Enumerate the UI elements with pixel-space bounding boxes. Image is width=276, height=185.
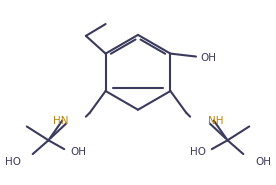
- Text: OH: OH: [255, 157, 271, 167]
- Text: HO: HO: [5, 157, 21, 167]
- Text: NH: NH: [208, 116, 223, 126]
- Text: OH: OH: [70, 147, 86, 157]
- Text: HO: HO: [190, 147, 206, 157]
- Text: OH: OH: [200, 53, 216, 63]
- Text: HN: HN: [53, 116, 68, 126]
